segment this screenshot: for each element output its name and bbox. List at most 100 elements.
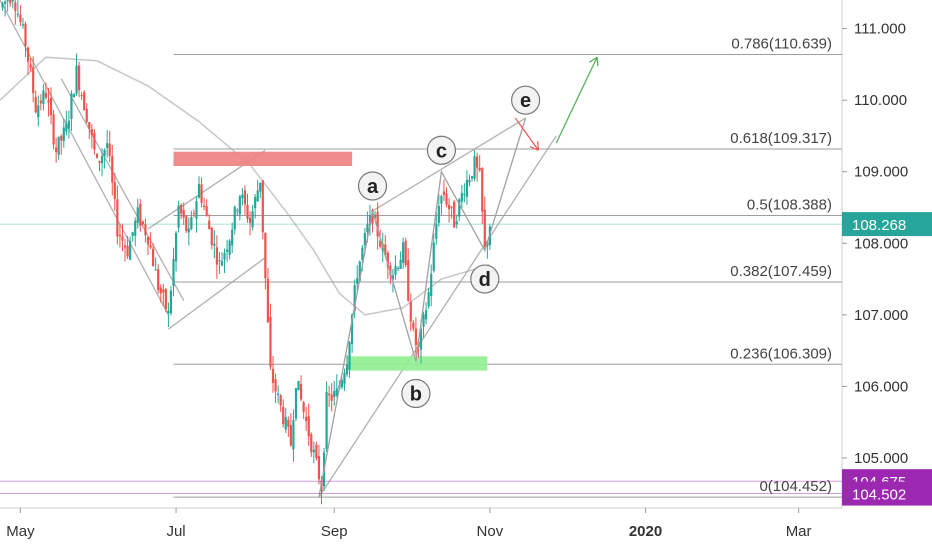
candle-body bbox=[425, 310, 428, 320]
candle-body bbox=[134, 220, 137, 236]
support-zone bbox=[347, 356, 488, 371]
candle-body bbox=[302, 402, 305, 412]
candle-body bbox=[151, 248, 155, 267]
candle-body bbox=[228, 240, 231, 255]
candle-body bbox=[182, 209, 185, 218]
candle-body bbox=[177, 205, 180, 228]
candle-body bbox=[9, 0, 12, 4]
candle-body bbox=[26, 47, 30, 62]
price-axis[interactable]: 105.000 106.000 107.000 108.000 109.000 110.0… bbox=[842, 21, 908, 467]
x-tick-label: Jul bbox=[166, 523, 185, 540]
candle-body bbox=[366, 224, 369, 233]
candle-body bbox=[396, 267, 400, 269]
candle-body bbox=[351, 314, 354, 345]
candle-body bbox=[192, 212, 196, 214]
candle-body bbox=[328, 393, 331, 396]
y-tick-label: 106.000 bbox=[854, 378, 908, 395]
candle-body bbox=[368, 215, 372, 226]
candle-body bbox=[414, 328, 417, 345]
candle-body bbox=[450, 206, 453, 208]
candle-body bbox=[307, 416, 310, 437]
candle-body bbox=[363, 233, 366, 246]
candle-body bbox=[159, 287, 162, 294]
time-axis[interactable]: May Jul Sep Nov 2020 Mar bbox=[6, 508, 812, 540]
candle-body bbox=[174, 232, 178, 262]
candle-body bbox=[238, 196, 241, 215]
candle-body bbox=[220, 260, 224, 266]
fib-level-label: 0.618(109.317) bbox=[730, 130, 832, 147]
candle-body bbox=[343, 372, 346, 384]
candle-body bbox=[169, 290, 173, 314]
up-arrow-head bbox=[589, 56, 598, 63]
x-tick-label: May bbox=[6, 523, 35, 540]
candle-body bbox=[144, 224, 147, 236]
price-badge-value: 104.502 bbox=[852, 487, 906, 504]
candle-body bbox=[231, 229, 234, 246]
candle-body bbox=[65, 123, 68, 132]
candle-body bbox=[187, 228, 190, 233]
candle-body bbox=[131, 232, 134, 237]
candle-body bbox=[373, 214, 377, 219]
candle-body bbox=[389, 265, 392, 276]
y-tick-label: 108.000 bbox=[854, 235, 908, 252]
candle-body bbox=[379, 240, 382, 247]
candle-body bbox=[422, 314, 425, 327]
wave-label-e: e bbox=[520, 90, 531, 112]
candle-body bbox=[394, 266, 397, 275]
candle-body bbox=[271, 368, 275, 384]
candle-body bbox=[279, 395, 282, 406]
up-arrow-head bbox=[596, 57, 599, 67]
candle-body bbox=[256, 190, 259, 202]
candle-body bbox=[88, 122, 91, 129]
candle-body bbox=[34, 96, 37, 113]
fib-levels: 0.786(110.639) 0.618(109.317) 0.5(108.388)… bbox=[173, 35, 842, 498]
candle-body bbox=[52, 114, 55, 145]
candle-body bbox=[409, 301, 412, 322]
candle-body bbox=[157, 269, 160, 291]
candle-body bbox=[445, 193, 448, 205]
x-tick-label: Nov bbox=[477, 523, 504, 540]
wave-label-circle bbox=[426, 135, 457, 165]
candle-body bbox=[223, 252, 226, 260]
price-badge bbox=[842, 212, 932, 237]
candle-body bbox=[21, 24, 25, 26]
candle-body bbox=[476, 156, 479, 168]
candle-body bbox=[384, 244, 387, 256]
candle-body bbox=[62, 127, 65, 142]
candle-body bbox=[330, 394, 333, 401]
candle-body bbox=[98, 161, 101, 163]
candle-body bbox=[310, 434, 313, 453]
x-tick-label: 2020 bbox=[629, 523, 662, 540]
zones bbox=[173, 151, 488, 371]
trend-line bbox=[60, 78, 185, 301]
candle-body bbox=[162, 289, 165, 293]
candle-body bbox=[241, 194, 244, 199]
candle-body bbox=[455, 221, 458, 225]
candle-body bbox=[1, 3, 4, 8]
candle-body bbox=[83, 92, 86, 111]
candle-body bbox=[353, 285, 356, 311]
candle-body bbox=[481, 168, 484, 212]
candle-body bbox=[361, 247, 364, 260]
x-tick-label: Mar bbox=[786, 523, 812, 540]
candle-body bbox=[106, 143, 109, 149]
down-arrow-head bbox=[537, 141, 539, 151]
candle-body bbox=[402, 242, 405, 263]
candle-body bbox=[287, 419, 290, 427]
down-arrow-head bbox=[529, 146, 539, 151]
candle-body bbox=[93, 132, 96, 150]
candle-body bbox=[460, 192, 463, 202]
candle-body bbox=[136, 207, 139, 223]
candle-body bbox=[190, 217, 193, 230]
candle-body bbox=[126, 245, 129, 257]
fib-level-label: 0.5(108.388) bbox=[747, 197, 832, 214]
candle-body bbox=[19, 14, 22, 22]
candle-body bbox=[77, 65, 81, 91]
candle-body bbox=[141, 221, 144, 225]
wave-label-a: a bbox=[367, 176, 379, 198]
candle-body bbox=[29, 64, 32, 69]
candle-body bbox=[167, 310, 170, 314]
candle-body bbox=[277, 393, 280, 396]
candle-body bbox=[149, 245, 152, 248]
